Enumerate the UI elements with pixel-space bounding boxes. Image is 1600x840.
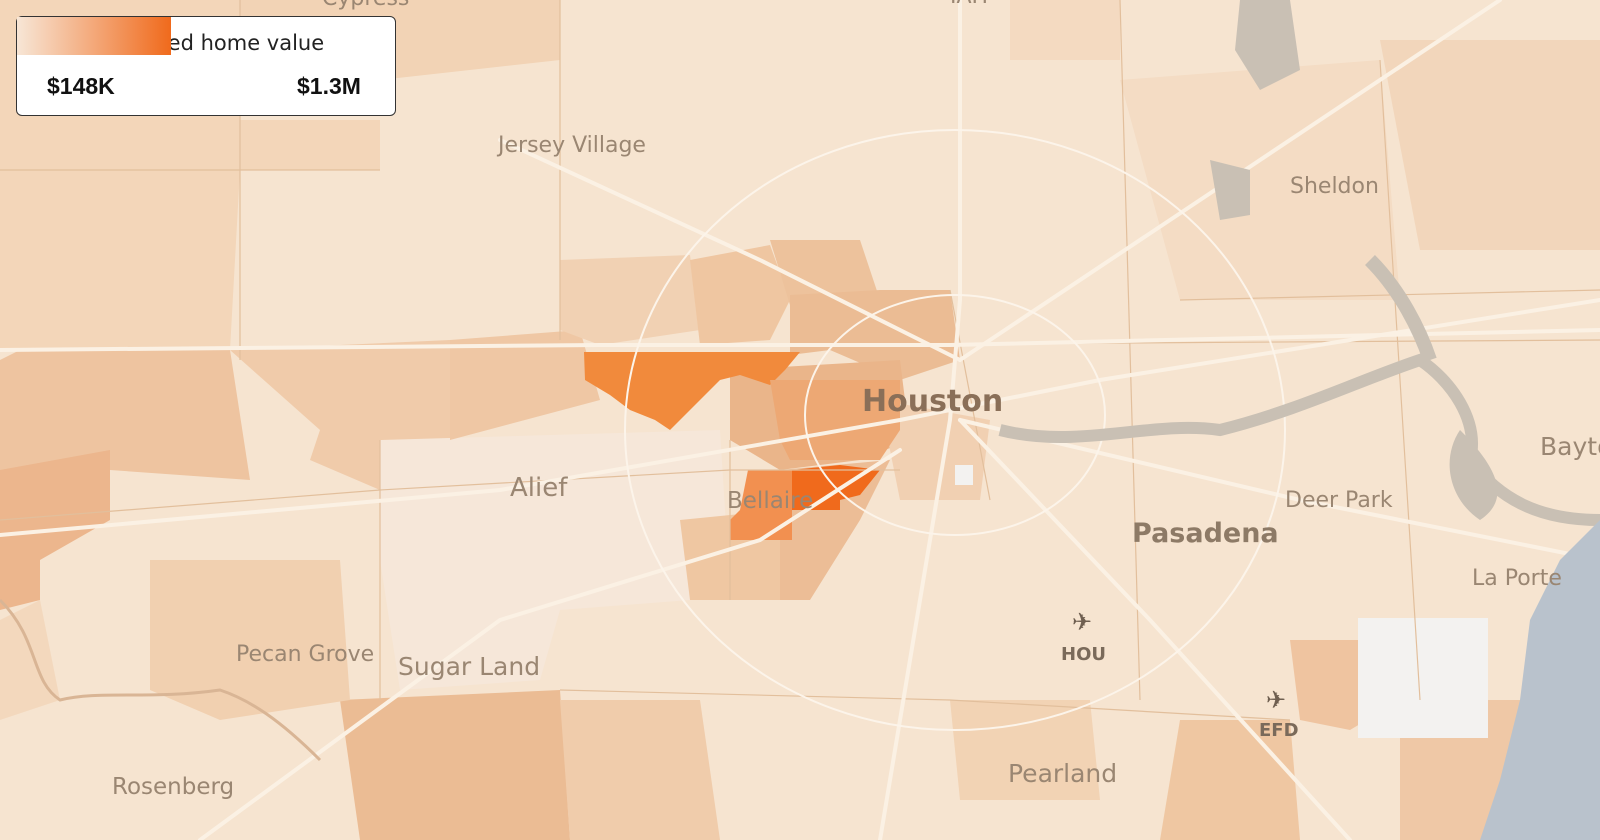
- region-richmond: [0, 600, 60, 720]
- tract-no-data: [1358, 618, 1488, 738]
- tract-river-oaks: [770, 380, 900, 460]
- scott-bay: [1449, 430, 1498, 520]
- lake-houston: [1235, 0, 1300, 90]
- san-jacinto-river: [1364, 255, 1437, 363]
- airport-label-hou: HOU: [1061, 644, 1106, 665]
- place-label-sugar-land: Sugar Land: [398, 652, 541, 681]
- place-label-houston: Houston: [862, 384, 1004, 419]
- region-west-mid: [230, 340, 450, 490]
- region-memorial-west: [450, 330, 600, 440]
- place-label-alief: Alief: [510, 473, 568, 503]
- place-label-cypress: Cypress: [322, 0, 409, 11]
- place-label-bellaire: Bellaire: [727, 488, 814, 514]
- region-spring-branch: [560, 255, 700, 345]
- region-missouri-city: [560, 700, 720, 840]
- high-value-tracts: [584, 352, 1488, 738]
- place-label-baytown: Bayto: [1540, 432, 1600, 461]
- region-far-northeast: [1380, 40, 1600, 250]
- region-northeast: [1120, 60, 1400, 300]
- region-friendswood: [1160, 720, 1300, 840]
- tract-memorial-villages: [584, 352, 800, 430]
- legend-max-label: $1.3M: [297, 73, 361, 99]
- region-heights-west: [770, 240, 880, 305]
- region-alief: [380, 430, 730, 690]
- region-spring-valley: [690, 245, 790, 345]
- region-iah: [1010, 0, 1120, 60]
- place-label-pearland: Pearland: [1008, 759, 1118, 788]
- place-label-jersey-village: Jersey Village: [498, 133, 646, 158]
- galveston-bay: [1480, 520, 1600, 840]
- place-label-pasadena: Pasadena: [1132, 518, 1279, 549]
- airplane-icon: ✈: [1266, 686, 1287, 714]
- airplane-icon: ✈: [1072, 608, 1093, 636]
- legend-min-label: $148K: [47, 73, 115, 99]
- place-label-pecan-grove: Pecan Grove: [236, 642, 375, 667]
- map-legend: Estimated home value $148K $1.3M: [16, 16, 396, 116]
- place-label-deer-park: Deer Park: [1285, 488, 1393, 513]
- place-label-rosenberg: Rosenberg: [112, 774, 235, 800]
- legend-gradient-bar: [17, 17, 171, 55]
- tract-bellaire: [730, 470, 792, 540]
- region-sugar-land-south: [340, 690, 570, 840]
- region-sugar-land-west: [150, 560, 350, 720]
- sheldon-lake: [1210, 160, 1250, 220]
- airport-label-efd: EFD: [1259, 720, 1299, 741]
- region-heights: [790, 290, 960, 380]
- region-pearland: [950, 700, 1100, 800]
- place-label-sheldon: Sheldon: [1290, 174, 1379, 199]
- loop-610: [624, 129, 1286, 731]
- place-label-la-porte: La Porte: [1472, 566, 1562, 591]
- brazos-river: [0, 598, 322, 762]
- tract-downtown-no-data: [955, 465, 973, 485]
- place-label-iah: IAH: [950, 0, 988, 9]
